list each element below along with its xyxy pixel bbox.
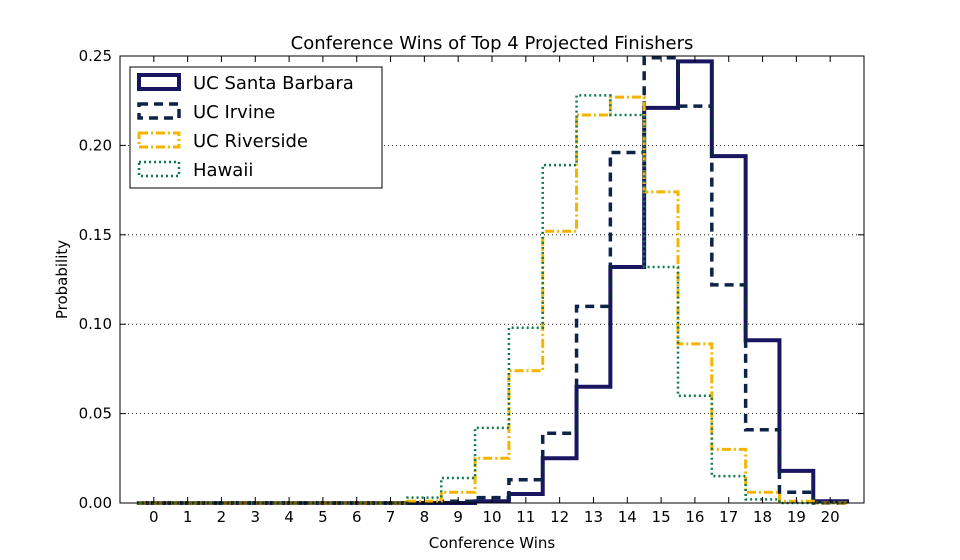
x-tick-label: 12 [550, 508, 569, 526]
x-tick-label: 15 [652, 508, 671, 526]
x-tick-label: 9 [453, 508, 463, 526]
x-tick-label: 6 [352, 508, 362, 526]
y-tick-label: 0.10 [79, 315, 112, 333]
legend-label: UC Irvine [193, 102, 275, 123]
x-tick-label: 16 [685, 508, 704, 526]
x-tick-label: 18 [753, 508, 772, 526]
x-tick-label: 5 [318, 508, 328, 526]
y-tick-label: 0.20 [79, 136, 112, 154]
legend-swatch-uc-riverside [137, 131, 181, 149]
x-tick-label: 20 [821, 508, 840, 526]
x-tick-label: 14 [618, 508, 637, 526]
x-tick-label: 13 [584, 508, 603, 526]
x-tick-label: 8 [420, 508, 430, 526]
legend: UC Santa Barbara UC Irvine UC Riverside Haw… [129, 66, 383, 189]
ticks: 0 1 2 3 4 5 6 7 8 9 10 11 12 13 14 15 16 17 18 19 200.000.05… [79, 47, 864, 526]
legend-swatch-uc-santa-barbara [137, 73, 181, 91]
x-tick-label: 10 [482, 508, 501, 526]
y-tick-label: 0.25 [79, 47, 112, 65]
legend-label: Hawaii [193, 160, 253, 181]
legend-swatch-hawaii [137, 160, 181, 178]
x-tick-label: 1 [183, 508, 193, 526]
x-axis-title: Conference Wins [429, 534, 556, 552]
chart-title: Conference Wins of Top 4 Projected Finis… [291, 33, 694, 54]
legend-label: UC Riverside [193, 131, 308, 152]
x-tick-label: 3 [250, 508, 260, 526]
x-tick-label: 2 [217, 508, 227, 526]
x-tick-label: 19 [787, 508, 806, 526]
x-tick-label: 0 [149, 508, 159, 526]
legend-label: UC Santa Barbara [193, 73, 354, 94]
y-tick-label: 0.00 [79, 494, 112, 512]
y-tick-label: 0.05 [79, 405, 112, 423]
x-tick-label: 17 [719, 508, 738, 526]
y-tick-label: 0.15 [79, 226, 112, 244]
legend-swatch-uc-irvine [137, 102, 181, 120]
x-tick-label: 4 [284, 508, 294, 526]
x-tick-label: 7 [386, 508, 396, 526]
x-tick-label: 11 [516, 508, 535, 526]
y-axis-title: Probability [53, 240, 71, 319]
